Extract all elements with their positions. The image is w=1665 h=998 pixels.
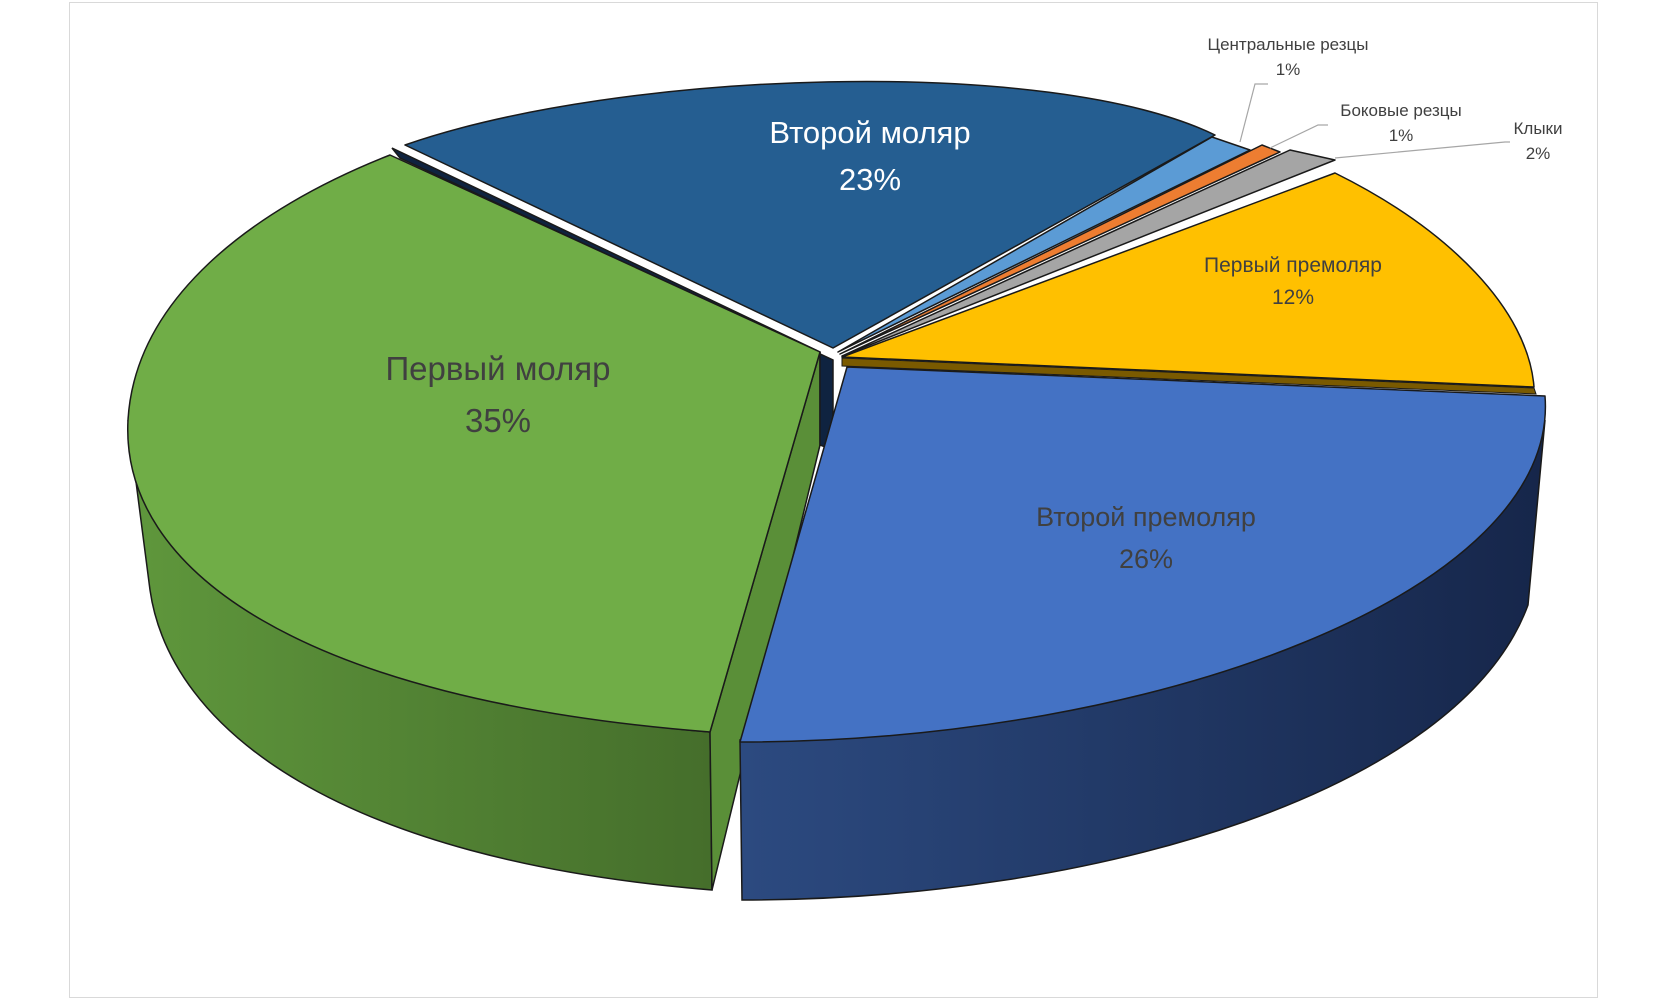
slice-second-premolar [739, 366, 1546, 743]
label-lateral-incisors: Боковые резцы [1340, 101, 1461, 120]
leader-line-lateral-incisors [1269, 124, 1328, 149]
leader-line-central-incisors [1239, 83, 1268, 143]
leader-line-canines [1334, 141, 1510, 159]
data-labels: Центральные резцы 1% Боковые резцы 1% Клыки 2… [385, 35, 1562, 574]
label-first-molar: Первый моляр [385, 350, 610, 387]
value-label-second-premolar: 26% [1119, 544, 1173, 574]
pie-tops [127, 80, 1546, 743]
value-label-canines: 2% [1526, 144, 1551, 163]
slice-first-molar [127, 154, 821, 733]
value-label-second-molar: 23% [839, 162, 901, 197]
label-second-molar: Второй моляр [769, 115, 970, 150]
slice-side-first-premolar [841, 357, 1537, 395]
value-label-first-premolar: 12% [1272, 286, 1314, 309]
leader-lines [1239, 83, 1510, 159]
value-label-first-molar: 35% [465, 402, 531, 439]
slice-second-molar [404, 80, 1216, 349]
label-first-premolar: Первый премоляр [1204, 254, 1382, 277]
value-label-lateral-incisors: 1% [1389, 126, 1414, 145]
pie-sides [127, 147, 1546, 901]
label-second-premolar: Второй премоляр [1036, 502, 1256, 532]
label-canines: Клыки [1514, 119, 1563, 138]
label-central-incisors: Центральные резцы [1208, 35, 1369, 54]
slice-lateral-incisors [839, 144, 1281, 355]
slice-first-premolar [841, 172, 1535, 388]
slice-canines [841, 149, 1336, 357]
value-label-central-incisors: 1% [1276, 60, 1301, 79]
slice-central-incisors [837, 136, 1251, 353]
